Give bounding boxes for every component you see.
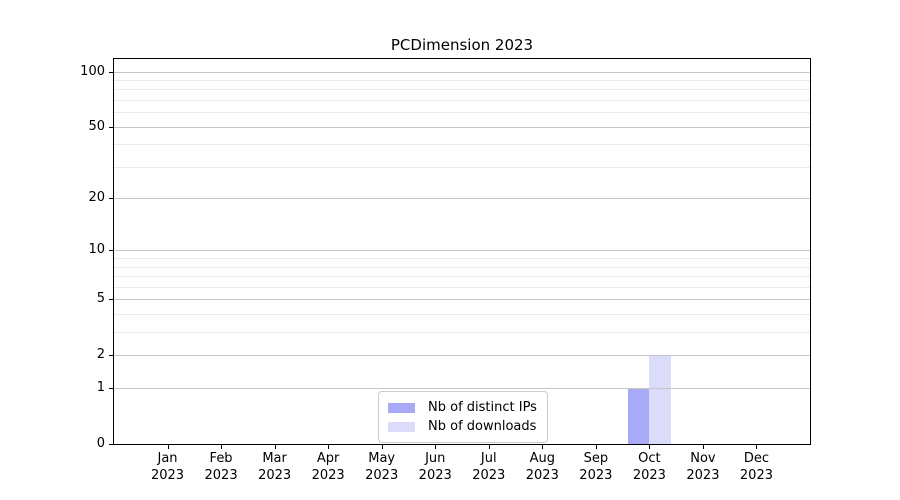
x-tick-mark — [756, 445, 758, 449]
y-tick-mark — [109, 444, 113, 445]
bars-layer — [114, 59, 810, 444]
x-tick-label: Nov 2023 — [686, 451, 720, 483]
y-tick-label: 10 — [88, 242, 105, 258]
legend-item-distinct-ips: Nb of distinct IPs — [388, 399, 539, 416]
x-tick-mark — [435, 445, 437, 449]
y-tick-label: 50 — [88, 118, 105, 134]
minor-gridline — [114, 258, 810, 260]
major-gridline — [114, 299, 810, 301]
x-tick-mark — [328, 445, 330, 449]
bar-distinct-ips-9 — [627, 388, 650, 444]
minor-gridline — [114, 144, 810, 146]
minor-gridline — [114, 99, 810, 101]
legend-item-downloads: Nb of downloads — [388, 418, 539, 435]
x-tick-mark — [274, 445, 276, 449]
y-tick-label: 0 — [96, 436, 105, 451]
legend: Nb of distinct IPs Nb of downloads — [378, 391, 548, 443]
minor-gridline — [114, 286, 810, 288]
y-tick-mark — [109, 250, 113, 252]
major-gridline — [114, 355, 810, 357]
y-tick-label: 20 — [88, 190, 105, 206]
plot-area — [113, 58, 811, 445]
x-tick-mark — [167, 445, 169, 449]
major-gridline — [114, 250, 810, 252]
bar-downloads-9 — [649, 355, 671, 444]
y-tick-mark — [109, 71, 113, 73]
x-tick-mark — [381, 445, 383, 449]
y-tick-mark — [109, 388, 113, 390]
major-gridline — [114, 198, 810, 200]
y-tick-label: 1 — [96, 380, 105, 396]
y-tick-label: 2 — [96, 347, 105, 363]
x-tick-label: Jul 2023 — [472, 451, 506, 483]
x-tick-mark — [488, 445, 490, 449]
minor-gridline — [114, 166, 810, 168]
legend-swatch-downloads — [388, 421, 415, 432]
x-tick-mark — [542, 445, 544, 449]
major-gridline — [114, 126, 810, 128]
y-tick-label: 100 — [80, 63, 105, 79]
x-tick-mark — [595, 445, 597, 449]
minor-gridlines-layer — [114, 59, 810, 444]
y-tick-mark — [109, 355, 113, 357]
x-tick-label: Jan 2023 — [150, 451, 185, 483]
x-tick-label: May 2023 — [365, 451, 399, 483]
major-gridlines-layer — [114, 59, 810, 444]
x-tick-mark — [221, 445, 223, 449]
minor-gridline — [114, 266, 810, 268]
x-tick-label: Oct 2023 — [632, 451, 666, 483]
y-tick-mark — [109, 126, 113, 128]
chart-title: PCDimension 2023 — [390, 36, 534, 54]
legend-label-downloads: Nb of downloads — [428, 419, 537, 434]
y-tick-mark — [109, 299, 113, 301]
minor-gridline — [114, 112, 810, 114]
x-tick-label: Feb 2023 — [204, 451, 238, 483]
x-tick-label: Mar 2023 — [258, 451, 292, 483]
x-tick-mark — [702, 445, 704, 449]
x-tick-label: Sep 2023 — [579, 451, 613, 483]
minor-gridline — [114, 89, 810, 91]
major-gridline — [114, 71, 810, 73]
legend-swatch-distinct-ips — [388, 402, 415, 413]
minor-gridline — [114, 276, 810, 278]
minor-gridline — [114, 314, 810, 316]
major-gridline — [114, 388, 810, 390]
y-tick-label: 5 — [96, 291, 105, 307]
x-tick-label: Aug 2023 — [525, 451, 559, 483]
minor-gridline — [114, 79, 810, 81]
x-tick-label: Dec 2023 — [739, 451, 773, 483]
y-tick-mark — [109, 198, 113, 200]
x-tick-mark — [649, 445, 651, 449]
legend-label-distinct-ips: Nb of distinct IPs — [428, 400, 537, 415]
x-tick-label: Apr 2023 — [311, 451, 345, 483]
x-tick-label: Jun 2023 — [418, 451, 452, 483]
minor-gridline — [114, 332, 810, 334]
